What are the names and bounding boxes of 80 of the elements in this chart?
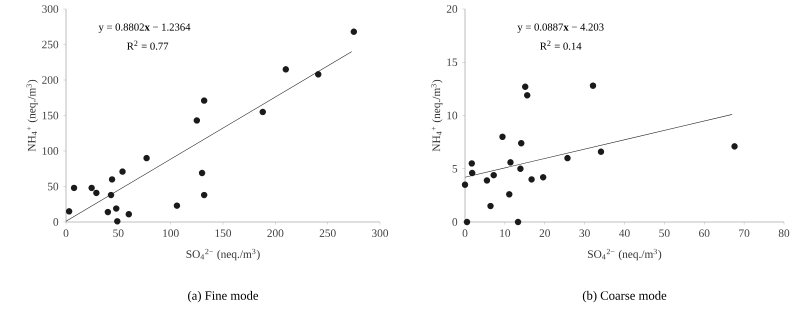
point (518, 140, 524, 146)
y-tick-label: 15 (447, 58, 458, 66)
point (468, 170, 476, 176)
x-tick-label: 30 (580, 229, 590, 238)
x-tick-label: 150 (216, 229, 232, 238)
point (104, 208, 112, 216)
point (126, 210, 132, 218)
point (93, 190, 100, 196)
point (143, 154, 150, 162)
x-tick-label: 40 (619, 229, 630, 238)
point (464, 218, 470, 226)
point (522, 84, 528, 90)
x-tick-label: 250 (320, 229, 336, 238)
y-axis-title: NH$_{4}$$^{+}$ (neq./m$^{3}$) (431, 80, 442, 152)
annotation: R$^{2}$ = 0.14 (540, 40, 582, 50)
point (564, 154, 571, 162)
point (514, 218, 522, 226)
text: (b) Coarse mode (582, 290, 666, 302)
x-tick-label: 10 (500, 229, 510, 238)
point (315, 71, 322, 78)
point (468, 160, 475, 167)
x-tick-label: 70 (739, 229, 750, 238)
x-tick-label: 50 (659, 229, 670, 238)
point (731, 143, 738, 150)
point (108, 192, 114, 198)
y-axis-title: NH$_{4}$$^{+}$ (neq./m$^{3}$) (26, 80, 38, 152)
x-tick-label: 60 (699, 229, 710, 238)
x-tick-label: 100 (163, 229, 179, 238)
text: (a) Fine mode (188, 290, 258, 302)
y-tick-label: 10 (447, 112, 458, 120)
point (484, 177, 490, 184)
point (198, 170, 206, 176)
point (528, 176, 535, 183)
point (524, 92, 530, 98)
point (114, 218, 120, 224)
point (108, 176, 116, 183)
point (194, 117, 200, 124)
point (499, 134, 506, 140)
x-tick-label: 50 (113, 229, 124, 238)
point (507, 159, 514, 166)
point (174, 202, 180, 209)
x-tick-label: 300 (372, 229, 388, 238)
point (590, 82, 596, 89)
point (350, 28, 358, 35)
y-tick-label: 300 (42, 5, 58, 13)
point (490, 172, 497, 178)
annotation: R$^{2}$ = 0.77 (127, 40, 168, 50)
point (70, 184, 78, 192)
x-tick-label: 200 (267, 229, 284, 238)
x-axis-title: SO$_{4}$$^{2−}$ (neq./m$^{3}$) (186, 248, 260, 260)
x-tick-label: 0 (64, 229, 68, 238)
x-tick-label: 80 (778, 229, 790, 238)
point (66, 208, 72, 215)
point (119, 168, 126, 175)
y-tick-label: 100 (42, 147, 58, 155)
point (113, 205, 120, 212)
point (506, 191, 512, 198)
point (282, 66, 290, 73)
point (462, 182, 468, 188)
point (517, 166, 524, 172)
point (200, 192, 208, 198)
y-tick-label: 50 (48, 182, 58, 190)
y-tick-label: 5 (452, 164, 458, 173)
point (598, 148, 604, 155)
y-tick-label: 150 (42, 112, 58, 120)
y-tick-label: 0 (452, 218, 458, 226)
y-tick-label: 250 (42, 40, 58, 48)
x-tick-label: 0 (462, 229, 468, 238)
point (200, 97, 208, 104)
point (487, 202, 494, 210)
annotation: y = 0.0887x − 4.203 (517, 23, 604, 33)
point (88, 184, 95, 192)
point (540, 174, 546, 180)
x-axis-title: SO$_{4}$$^{2−}$ (neq./m$^{3}$) (588, 248, 662, 260)
y-tick-label: 200 (42, 76, 58, 84)
x-tick-label: 20 (540, 229, 550, 238)
y-tick-label: 0 (53, 218, 58, 226)
y-tick-label: 20 (446, 5, 458, 13)
point (260, 108, 266, 116)
annotation: y = 0.8802x − 1.2364 (98, 23, 190, 33)
